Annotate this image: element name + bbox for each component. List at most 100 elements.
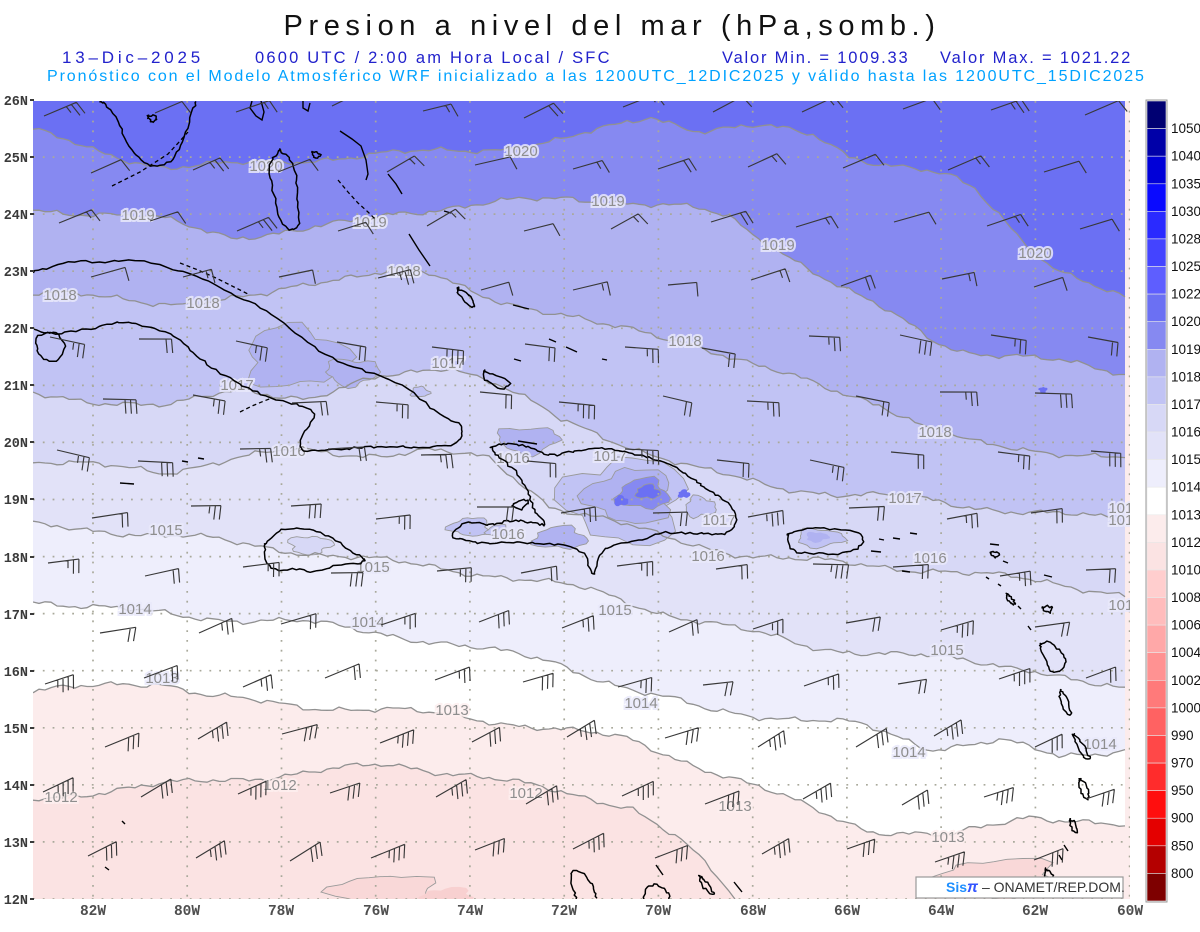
svg-text:1016: 1016 <box>496 450 529 467</box>
svg-text:1020: 1020 <box>1018 245 1051 262</box>
svg-text:18N: 18N <box>4 552 28 567</box>
svg-text:1015: 1015 <box>356 559 389 576</box>
svg-text:1017: 1017 <box>888 490 921 507</box>
svg-text:1013: 1013 <box>1171 507 1200 522</box>
svg-text:74W: 74W <box>457 904 483 920</box>
svg-text:1025: 1025 <box>1171 259 1200 274</box>
svg-text:1018: 1018 <box>918 424 951 441</box>
svg-text:1017: 1017 <box>431 355 464 372</box>
svg-text:1017: 1017 <box>702 512 735 529</box>
svg-text:1012: 1012 <box>509 785 542 802</box>
svg-text:60W: 60W <box>1117 904 1143 920</box>
svg-text:1016: 1016 <box>691 548 724 565</box>
svg-text:800: 800 <box>1171 866 1194 881</box>
svg-text:1019: 1019 <box>591 193 624 210</box>
svg-text:1014: 1014 <box>1083 736 1116 753</box>
svg-text:1014: 1014 <box>624 695 657 712</box>
svg-text:64W: 64W <box>928 904 954 920</box>
svg-text:66W: 66W <box>834 904 860 920</box>
svg-text:1014: 1014 <box>1171 480 1200 495</box>
svg-text:850: 850 <box>1171 838 1194 853</box>
svg-text:70W: 70W <box>645 904 671 920</box>
svg-text:1028: 1028 <box>1171 231 1200 246</box>
svg-text:1014: 1014 <box>118 601 151 618</box>
svg-text:1016: 1016 <box>491 526 524 543</box>
svg-text:68W: 68W <box>740 904 766 920</box>
svg-text:1015: 1015 <box>149 522 182 539</box>
svg-text:1016: 1016 <box>1108 512 1141 529</box>
svg-text:1030: 1030 <box>1171 204 1200 219</box>
svg-text:1015: 1015 <box>1171 452 1200 467</box>
svg-text:1004: 1004 <box>1171 645 1200 660</box>
svg-text:1013: 1013 <box>435 702 468 719</box>
svg-text:Presion a nivel del mar (hPa,s: Presion a nivel del mar (hPa,somb.) <box>284 10 941 42</box>
svg-text:20N: 20N <box>4 437 28 452</box>
svg-text:62W: 62W <box>1022 904 1048 920</box>
svg-text:0600 UTC / 2:00 am Hora Local: 0600 UTC / 2:00 am Hora Local / SFC <box>255 49 612 67</box>
svg-text:1016: 1016 <box>913 550 946 567</box>
svg-text:1015: 1015 <box>598 602 631 619</box>
svg-text:1002: 1002 <box>1171 673 1200 688</box>
svg-text:1000: 1000 <box>1171 700 1200 715</box>
svg-text:1040: 1040 <box>1171 149 1200 164</box>
svg-text:1015: 1015 <box>1108 597 1141 614</box>
svg-text:21N: 21N <box>4 380 28 395</box>
svg-text:1013: 1013 <box>931 829 964 846</box>
svg-text:1017: 1017 <box>220 377 253 394</box>
svg-text:1018: 1018 <box>668 333 701 350</box>
svg-text:1014: 1014 <box>351 614 384 631</box>
svg-text:1015: 1015 <box>930 642 963 659</box>
svg-text:1012: 1012 <box>263 777 296 794</box>
svg-text:1012: 1012 <box>1171 535 1200 550</box>
svg-text:25N: 25N <box>4 152 28 167</box>
svg-text:14N: 14N <box>4 780 28 795</box>
svg-text:1019: 1019 <box>121 207 154 224</box>
svg-text:1016: 1016 <box>272 443 305 460</box>
svg-text:1020: 1020 <box>1171 314 1200 329</box>
svg-text:16N: 16N <box>4 666 28 681</box>
svg-text:1019: 1019 <box>761 237 794 254</box>
svg-text:1017: 1017 <box>1171 397 1200 412</box>
svg-text:1022: 1022 <box>1171 287 1200 302</box>
svg-text:1010: 1010 <box>1171 563 1200 578</box>
svg-text:Sisπ – ONAMET/REP.DOM.: Sisπ – ONAMET/REP.DOM. <box>946 879 1125 896</box>
svg-text:1020: 1020 <box>504 143 537 160</box>
svg-text:1013: 1013 <box>145 670 178 687</box>
svg-text:1012: 1012 <box>44 789 77 806</box>
svg-text:1008: 1008 <box>1171 590 1200 605</box>
svg-text:24N: 24N <box>4 209 28 224</box>
svg-text:1035: 1035 <box>1171 176 1200 191</box>
svg-text:1013: 1013 <box>718 798 751 815</box>
svg-text:1050: 1050 <box>1171 121 1200 136</box>
svg-text:1018: 1018 <box>1171 369 1200 384</box>
svg-text:23N: 23N <box>4 266 28 281</box>
svg-text:26N: 26N <box>4 95 28 110</box>
svg-text:78W: 78W <box>268 904 294 920</box>
svg-text:76W: 76W <box>363 904 389 920</box>
svg-text:1018: 1018 <box>43 287 76 304</box>
svg-text:Valor Max. = 1021.22: Valor Max. = 1021.22 <box>940 49 1132 67</box>
svg-text:15N: 15N <box>4 723 28 738</box>
svg-text:1019: 1019 <box>353 214 386 231</box>
svg-text:17N: 17N <box>4 609 28 624</box>
svg-text:Pronóstico con el Modelo Atmos: Pronóstico con el Modelo Atmosférico WRF… <box>47 68 1146 85</box>
svg-text:12N: 12N <box>4 894 28 909</box>
svg-text:1016: 1016 <box>1171 425 1200 440</box>
svg-text:1017: 1017 <box>1108 500 1141 517</box>
svg-text:19N: 19N <box>4 494 28 509</box>
svg-text:1014: 1014 <box>892 744 925 761</box>
svg-text:72W: 72W <box>551 904 577 920</box>
svg-text:Valor Min. = 1009.33: Valor Min. = 1009.33 <box>722 49 910 67</box>
svg-text:1019: 1019 <box>1171 342 1200 357</box>
svg-text:1006: 1006 <box>1171 618 1200 633</box>
svg-text:82W: 82W <box>80 904 106 920</box>
svg-text:22N: 22N <box>4 323 28 338</box>
svg-text:80W: 80W <box>174 904 200 920</box>
svg-text:970: 970 <box>1171 756 1194 771</box>
svg-text:13–Dic–2025: 13–Dic–2025 <box>62 48 204 67</box>
svg-text:990: 990 <box>1171 728 1194 743</box>
svg-text:900: 900 <box>1171 811 1194 826</box>
svg-text:1018: 1018 <box>186 295 219 312</box>
svg-text:1020: 1020 <box>249 158 282 175</box>
svg-text:13N: 13N <box>4 837 28 852</box>
